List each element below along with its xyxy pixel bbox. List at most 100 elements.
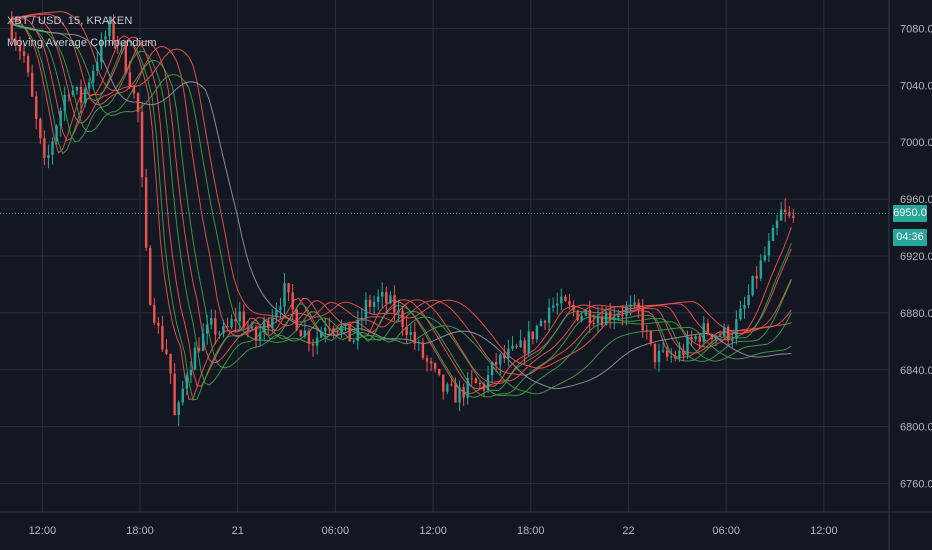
candle-body bbox=[18, 44, 22, 52]
candle-body bbox=[527, 331, 530, 354]
moving-average-line bbox=[9, 18, 792, 390]
candle-body bbox=[551, 305, 555, 308]
moving-average-line bbox=[9, 22, 792, 395]
candle-body bbox=[124, 44, 127, 73]
candle-body bbox=[234, 319, 237, 322]
moving-average-lines bbox=[9, 11, 792, 401]
candle-body bbox=[96, 62, 99, 71]
candle-body bbox=[246, 327, 250, 329]
candle-body bbox=[287, 283, 290, 293]
candle-body bbox=[429, 361, 433, 364]
candle-body bbox=[157, 322, 160, 326]
candle-body bbox=[120, 44, 123, 46]
moving-average-line bbox=[9, 22, 792, 390]
candle-body bbox=[238, 311, 241, 322]
candle-body bbox=[51, 141, 54, 155]
candle-body bbox=[450, 384, 453, 386]
candle-body bbox=[413, 332, 416, 344]
candle-body bbox=[580, 315, 583, 321]
candle-body bbox=[499, 354, 502, 365]
candle-body bbox=[63, 94, 66, 111]
candle-body bbox=[576, 310, 579, 321]
candle-body bbox=[348, 323, 351, 342]
candle-body bbox=[702, 323, 705, 342]
candle-body bbox=[743, 304, 746, 309]
candle-body bbox=[466, 378, 469, 398]
candle-body bbox=[470, 378, 473, 380]
candle-body bbox=[177, 402, 180, 416]
candle-body bbox=[531, 331, 535, 340]
time-axis[interactable]: 12:00 18:00 21 06:00 12:00 18:00 22 06:00 12:00 bbox=[29, 525, 838, 537]
candle-body bbox=[759, 260, 762, 279]
candle-body bbox=[352, 340, 355, 342]
candle-body bbox=[14, 40, 18, 45]
candle-body bbox=[678, 350, 681, 359]
indicator-title[interactable]: Moving Average Compendium bbox=[7, 37, 157, 49]
candlesticks bbox=[10, 10, 795, 427]
candle-body bbox=[262, 320, 266, 333]
candle-body bbox=[608, 311, 612, 320]
candle-body bbox=[657, 350, 661, 363]
candle-body bbox=[653, 343, 657, 363]
candle-body bbox=[364, 299, 368, 319]
candle-body bbox=[572, 304, 575, 311]
candle-body bbox=[739, 308, 742, 320]
last-price-badge: 6950.0 bbox=[893, 204, 927, 222]
candle-body bbox=[39, 118, 42, 139]
candle-body bbox=[47, 154, 50, 158]
price-axis[interactable]: 6760.0 6800.0 6840.0 6880.0 6920.0 6960.0 7000… bbox=[900, 23, 932, 490]
candle-body bbox=[556, 303, 559, 306]
candle-body bbox=[393, 295, 396, 313]
candle-body bbox=[417, 342, 421, 344]
time-tick-label: 18:00 bbox=[126, 525, 154, 537]
candle-body bbox=[336, 331, 339, 333]
candle-body bbox=[779, 209, 783, 221]
candle-body bbox=[295, 309, 298, 331]
candle-body bbox=[670, 356, 673, 358]
candle-body bbox=[486, 375, 490, 391]
candle-body bbox=[421, 342, 425, 358]
candle-body bbox=[588, 310, 592, 324]
candle-body bbox=[230, 319, 233, 328]
candle-body bbox=[311, 343, 315, 346]
candle-body bbox=[446, 384, 449, 392]
candle-body bbox=[210, 318, 213, 325]
price-tick-label: 6840.0 bbox=[900, 365, 932, 377]
candle-body bbox=[275, 310, 278, 318]
candle-body bbox=[356, 319, 359, 341]
candle-body bbox=[144, 177, 148, 248]
candle-body bbox=[59, 110, 62, 127]
candle-body bbox=[83, 88, 87, 103]
candle-body bbox=[140, 111, 144, 178]
bar-countdown-badge: 04:36 bbox=[893, 229, 927, 247]
candle-body bbox=[197, 347, 201, 351]
candle-body bbox=[568, 301, 571, 305]
candle-body bbox=[454, 384, 457, 403]
candle-body bbox=[136, 93, 140, 112]
candle-body bbox=[35, 96, 38, 119]
candle-body bbox=[218, 333, 221, 335]
candle-body bbox=[792, 215, 795, 218]
price-tick-label: 6760.0 bbox=[900, 479, 932, 491]
candle-body bbox=[784, 209, 787, 213]
candle-body bbox=[291, 292, 294, 310]
candle-body bbox=[674, 356, 677, 359]
candle-body bbox=[271, 317, 274, 329]
candle-body bbox=[279, 306, 282, 311]
candle-body bbox=[503, 354, 506, 359]
candle-body bbox=[112, 20, 115, 41]
candle-body bbox=[442, 374, 445, 392]
candle-body bbox=[621, 315, 624, 317]
candle-body bbox=[560, 296, 563, 304]
grid-lines bbox=[0, 0, 889, 512]
candle-body bbox=[267, 320, 270, 329]
candle-body bbox=[360, 318, 364, 320]
candle-body bbox=[641, 308, 644, 331]
candle-body bbox=[788, 212, 791, 216]
candle-body bbox=[193, 347, 197, 370]
candle-body bbox=[242, 311, 246, 328]
candle-body bbox=[92, 70, 95, 83]
moving-average-line bbox=[9, 11, 792, 369]
candle-body bbox=[108, 20, 111, 37]
